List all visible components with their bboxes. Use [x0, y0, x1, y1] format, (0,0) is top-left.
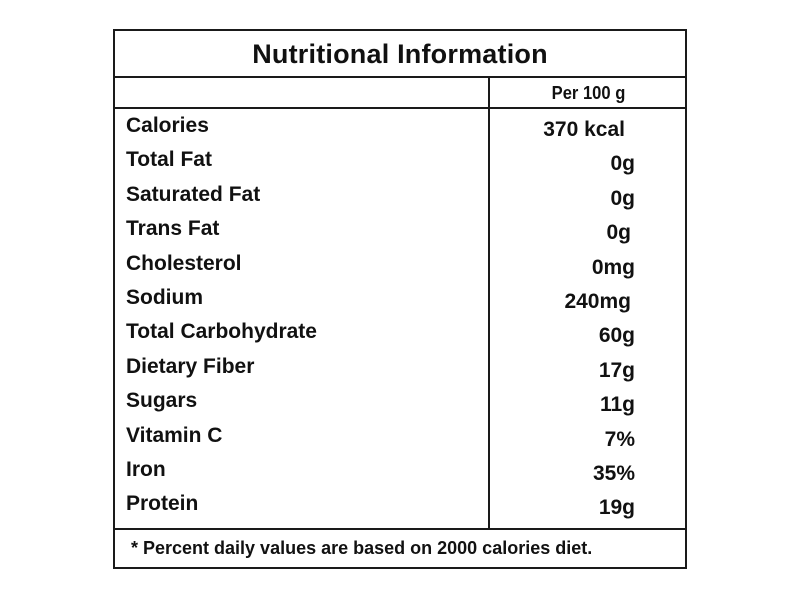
nutrient-row: Trans Fat 0g: [115, 212, 685, 246]
nutrient-row: Protein 19g: [115, 487, 685, 521]
nutrition-label: Nutritional Information Per 100 g Calori…: [113, 29, 687, 569]
nutrient-name: Protein: [126, 492, 199, 516]
nutrient-name: Total Carbohydrate: [126, 320, 317, 344]
nutrient-name: Calories: [126, 114, 209, 137]
nutrient-row: Iron 35%: [115, 453, 685, 487]
nutrient-row: Sugars 11g: [115, 384, 685, 418]
nutrient-row: Saturated Fat 0g: [115, 178, 685, 212]
nutrient-value: 7%: [604, 427, 635, 451]
nutrient-name: Cholesterol: [126, 251, 242, 275]
nutrient-row: Vitamin C 7%: [115, 419, 685, 453]
nutrient-value: 19g: [598, 496, 635, 520]
nutrient-name: Trans Fat: [126, 217, 220, 241]
nutrient-rows: Calories 370 kcal Total Fat 0g Saturated…: [115, 109, 685, 522]
nutrient-row: Calories 370 kcal: [115, 109, 685, 143]
footnote: * Percent daily values are based on 2000…: [115, 528, 685, 567]
column-divider: [488, 78, 490, 529]
nutrient-value: 60g: [598, 324, 635, 348]
nutrient-value: 0g: [606, 221, 631, 245]
nutrient-value: 0g: [610, 186, 635, 210]
nutrient-row: Dietary Fiber 17g: [115, 350, 685, 384]
nutrient-name: Total Fat: [126, 148, 212, 172]
nutrient-value: 240mg: [564, 289, 631, 313]
nutrient-row: Sodium 240mg: [115, 281, 685, 315]
nutrient-name: Dietary Fiber: [126, 354, 255, 378]
nutrient-value: 35%: [592, 461, 635, 485]
nutrient-value: 0g: [610, 152, 635, 176]
nutrient-name: Vitamin C: [126, 423, 223, 447]
nutrient-value: 370 kcal: [543, 118, 625, 141]
nutrient-name: Sodium: [126, 285, 203, 309]
nutrient-name: Iron: [126, 457, 166, 481]
nutrient-value: 11g: [599, 393, 635, 417]
nutrient-value: 0mg: [591, 255, 635, 279]
nutrient-name: Sugars: [126, 389, 198, 413]
nutrient-row: Total Carbohydrate 60g: [115, 315, 685, 349]
per-100g-header: Per 100 g: [551, 83, 626, 103]
nutrient-row: Total Fat 0g: [115, 143, 685, 177]
column-header-row: Per 100 g: [115, 78, 685, 109]
nutrient-value: 17g: [598, 358, 635, 382]
label-title: Nutritional Information: [115, 31, 685, 78]
nutrient-row: Cholesterol 0mg: [115, 247, 685, 281]
nutrient-name: Saturated Fat: [126, 182, 261, 206]
